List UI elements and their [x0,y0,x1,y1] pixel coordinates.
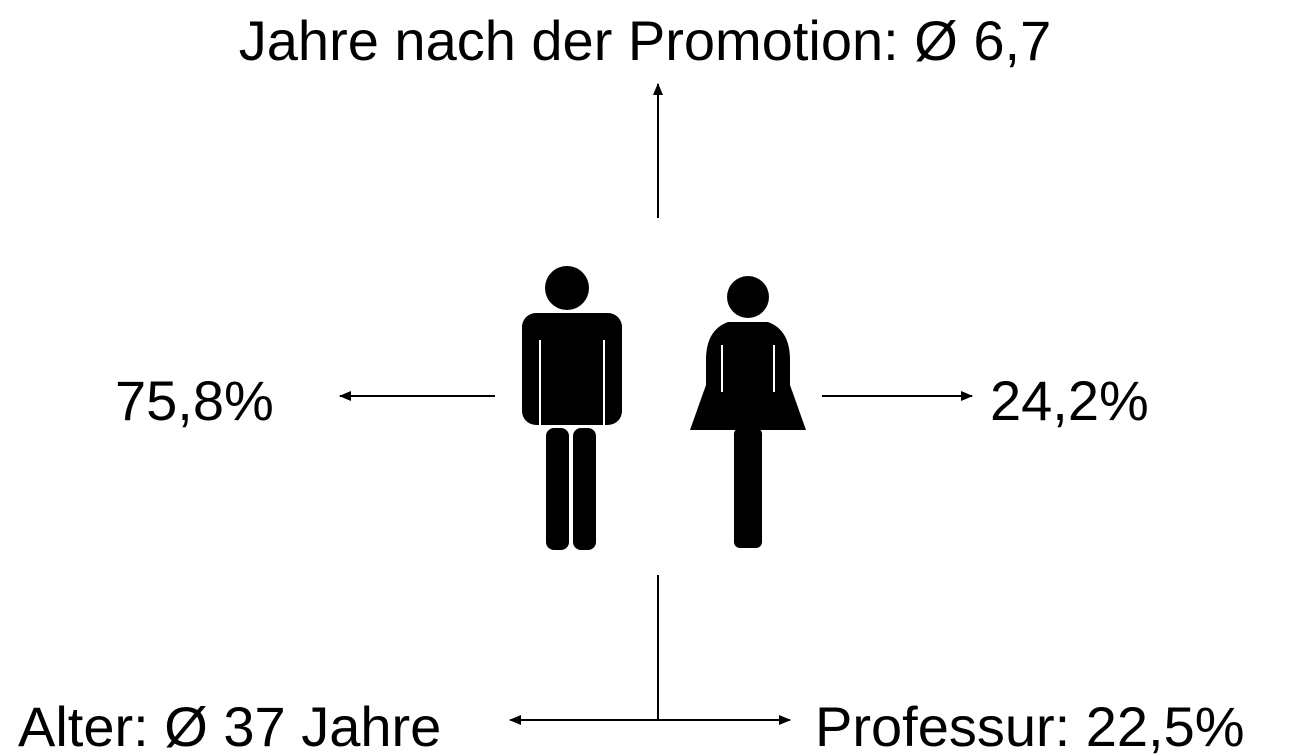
left-label: 75,8% [115,369,274,432]
bottom-right-label: Professur: 22,5% [815,695,1245,756]
woman-icon [690,276,806,548]
top-label: Jahre nach der Promotion: Ø 6,7 [239,9,1051,72]
bottom-left-label: Alter: Ø 37 Jahre [18,695,441,756]
man-icon [522,266,622,550]
right-label: 24,2% [990,369,1149,432]
arrows [339,83,973,725]
